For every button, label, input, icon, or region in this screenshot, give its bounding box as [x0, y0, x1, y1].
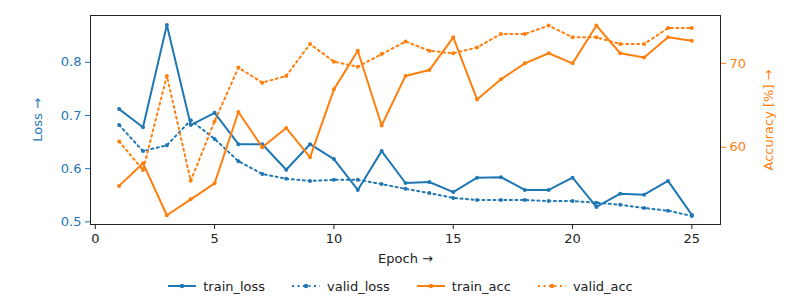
svg-text:25: 25 [684, 231, 701, 246]
svg-text:0.5: 0.5 [61, 214, 82, 229]
svg-text:0.8: 0.8 [61, 54, 82, 69]
svg-text:0.6: 0.6 [61, 161, 82, 176]
html-text:valid_loss: valid_loss [327, 278, 390, 294]
html-text:train_loss: train_loss [203, 278, 266, 294]
svg-text:0.7: 0.7 [61, 108, 82, 123]
svg-text:0: 0 [91, 231, 99, 246]
svg-text:15: 15 [445, 231, 462, 246]
svg-text:10: 10 [326, 231, 343, 246]
html-text:valid_acc: valid_acc [572, 278, 633, 294]
svg-text:60: 60 [730, 139, 747, 154]
svg-text:70: 70 [730, 56, 747, 71]
svg-text:Loss →: Loss → [30, 98, 45, 142]
svg-text:20: 20 [564, 231, 581, 246]
svg-text:Epoch →: Epoch → [378, 251, 433, 266]
svg-text:5: 5 [210, 231, 218, 246]
html-text:train_acc: train_acc [451, 278, 511, 294]
svg-text:Accuracy [%] →: Accuracy [%] → [761, 69, 776, 170]
